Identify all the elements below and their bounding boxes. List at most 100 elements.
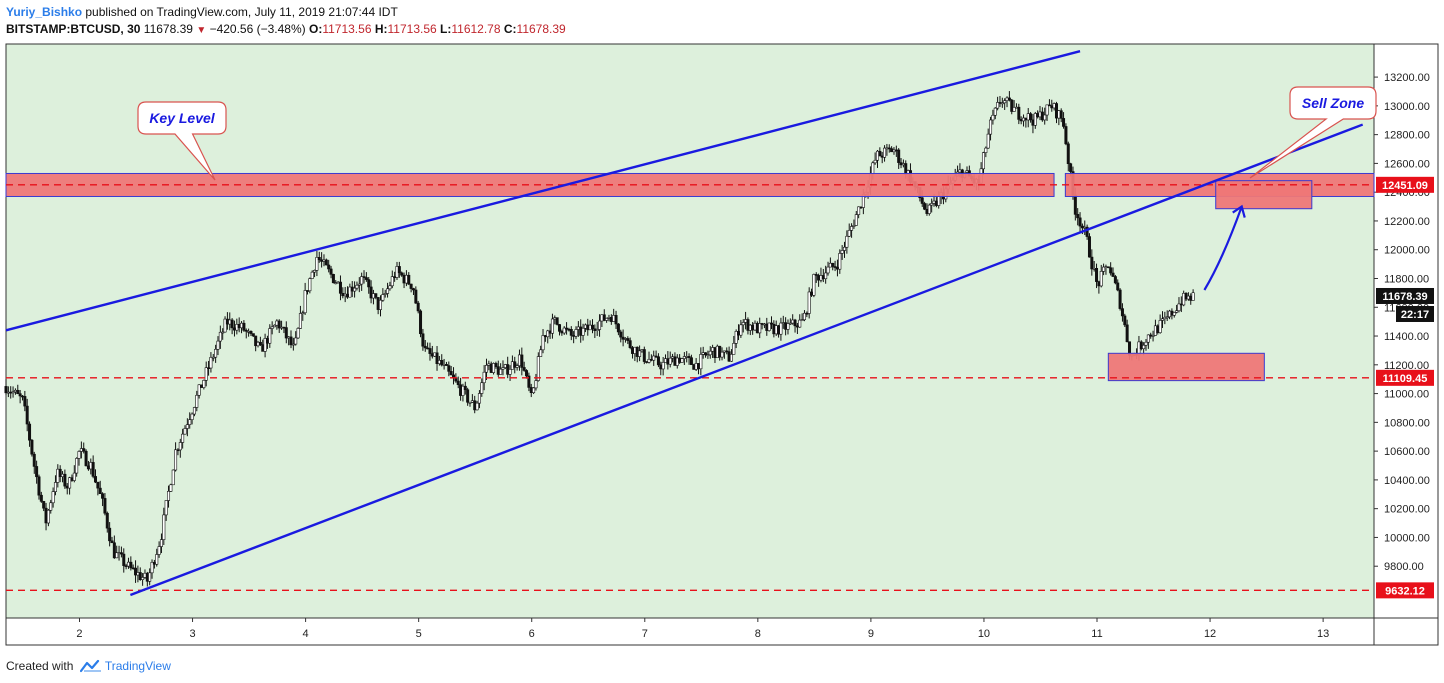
candle-body — [859, 206, 863, 209]
candle-body — [555, 317, 559, 325]
level-price-label: 9632.12 — [1385, 585, 1425, 597]
tradingview-brand[interactable]: TradingView — [104, 659, 171, 673]
candle-body — [437, 360, 441, 365]
candle-body — [661, 362, 665, 370]
candle-body — [108, 527, 112, 542]
candle-body — [817, 275, 821, 281]
candle-body — [654, 355, 658, 358]
candle-body — [701, 352, 705, 355]
candles — [4, 91, 1195, 587]
candle-body — [496, 366, 500, 375]
candle-body — [925, 208, 929, 214]
candle-body — [16, 389, 20, 394]
candle-body — [550, 318, 554, 334]
candle-body — [894, 149, 898, 152]
candle-body — [164, 500, 168, 516]
candle-body — [708, 350, 712, 356]
candle-body — [1099, 271, 1103, 287]
candle-body — [1090, 256, 1094, 270]
x-tick-label: 12 — [1204, 628, 1216, 640]
candle-body — [223, 318, 227, 333]
candle-body — [720, 351, 724, 358]
candle-body — [49, 502, 53, 511]
candle-body — [741, 322, 745, 326]
candle-body — [237, 323, 241, 329]
trendline — [5, 50, 1081, 332]
candle-body — [183, 428, 187, 435]
candle-body — [666, 358, 670, 365]
candle-body — [739, 324, 743, 336]
candle-body — [857, 206, 861, 215]
candle-body — [155, 554, 159, 565]
candle-body — [562, 327, 566, 334]
candle-body — [334, 282, 338, 285]
candle-body — [112, 542, 116, 559]
candle-body — [541, 335, 545, 351]
candle-body — [37, 476, 41, 496]
candle-body — [777, 325, 781, 335]
symbol-label: BITSTAMP:BTCUSD, 30 — [6, 22, 141, 36]
candle-body — [1080, 225, 1084, 229]
candle-body — [195, 394, 199, 408]
candle-body — [1120, 308, 1124, 317]
created-with-text: Created with — [6, 659, 74, 673]
down-triangle-icon: ▼ — [196, 25, 207, 36]
candle-body — [176, 449, 180, 452]
candle-body — [433, 352, 437, 357]
candle-body — [63, 473, 67, 487]
header-line-author: Yuriy_Bishko published on TradingView.co… — [6, 4, 1436, 21]
author-name[interactable]: Yuriy_Bishko — [6, 5, 83, 19]
candle-body — [901, 163, 905, 166]
candle-body — [289, 336, 293, 346]
candle-body — [174, 449, 178, 471]
candle-body — [202, 380, 206, 388]
candle-body — [800, 319, 804, 322]
candle-body — [711, 347, 715, 352]
candle-body — [254, 335, 258, 347]
candle-body — [411, 288, 415, 291]
candle-body — [444, 364, 448, 366]
candle-body — [192, 407, 196, 415]
candle-body — [1104, 266, 1108, 269]
candle-body — [487, 363, 491, 366]
candle-body — [583, 324, 587, 329]
candle-body — [1047, 104, 1051, 107]
candle-body — [751, 324, 755, 331]
candle-body — [732, 342, 736, 355]
candle-body — [204, 367, 208, 381]
candle-body — [1179, 303, 1183, 306]
candle-body — [819, 275, 823, 281]
candle-body — [647, 358, 651, 363]
candle-body — [103, 498, 107, 514]
y-tick-label: 10800.00 — [1384, 417, 1430, 429]
candle-body — [993, 107, 997, 116]
candle-body — [157, 546, 161, 555]
candle-body — [134, 567, 138, 576]
last-price-label: 11678.39 — [1382, 291, 1427, 303]
last-price-tag — [1376, 287, 1434, 304]
candle-body — [934, 200, 938, 206]
candle-body — [1040, 111, 1044, 121]
candle-body — [854, 214, 858, 226]
candle-body — [638, 350, 642, 357]
candle-body — [32, 453, 36, 467]
candle-body — [981, 152, 985, 170]
low-label: L: — [440, 22, 452, 36]
candle-body — [447, 365, 451, 372]
y-tick-label: 13200.00 — [1384, 72, 1430, 84]
candle-body — [513, 361, 517, 368]
candle-body — [287, 336, 291, 339]
open-value: 11713.56 — [322, 22, 372, 36]
candle-body — [138, 572, 142, 580]
candle-body — [642, 349, 646, 362]
candle-body — [1076, 214, 1080, 219]
candle-body — [101, 493, 105, 499]
candle-body — [320, 259, 324, 262]
candle-body — [181, 433, 185, 443]
candle-body — [1036, 113, 1040, 118]
high-value: 11713.56 — [387, 22, 437, 36]
candle-body — [1031, 119, 1035, 126]
candle-body — [588, 324, 592, 331]
candle-body — [30, 439, 34, 455]
